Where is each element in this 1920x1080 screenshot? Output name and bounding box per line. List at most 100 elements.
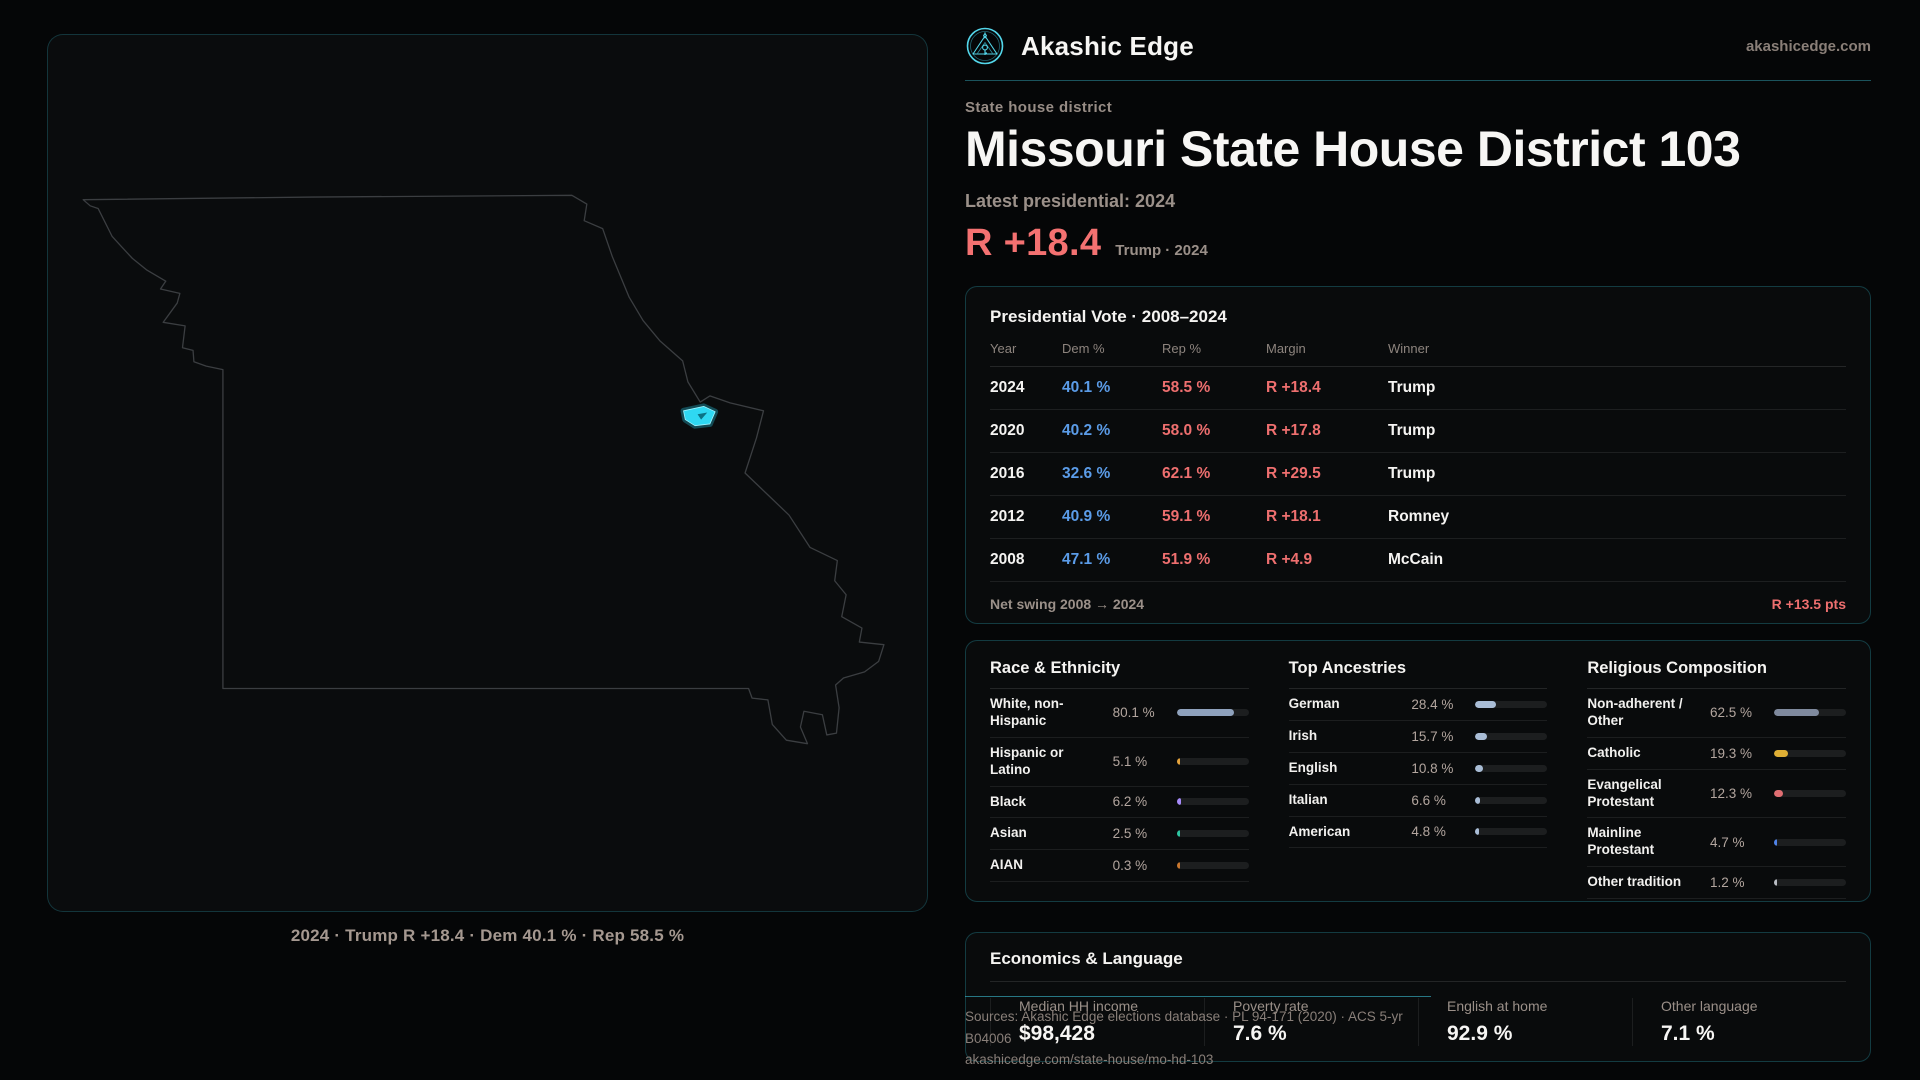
presidential-panel-title: Presidential Vote · 2008–2024 [990,307,1227,326]
ancestry-rows: German 28.4 % Irish 15.7 % [1288,689,1548,849]
bar-track [1773,709,1846,717]
bar-fill [1176,758,1181,766]
top-ancestries-title: Top Ancestries [1288,659,1548,689]
demo-row: White, non-Hispanic 80.1 % [990,689,1249,738]
bar-fill [1475,828,1479,836]
cell-year: 2020 [990,422,1025,439]
source-note: Sources: Akashic Edge elections database… [965,996,1431,1071]
demo-value: 80.1 % [1112,705,1155,721]
demo-value: 15.7 % [1411,728,1454,744]
bar-track [1475,700,1548,708]
demo-label: Other tradition [1587,874,1682,890]
bar-track [1176,830,1249,838]
cell-rep-pct: 51.9 % [1162,551,1211,568]
demo-value: 0.3 % [1112,858,1148,874]
demo-value: 4.8 % [1411,824,1446,840]
stat-label: Median HH income [1019,998,1139,1014]
bar-track [1176,758,1249,766]
top-ancestries-column: Top Ancestries German 28.4 % Iri [1288,659,1548,899]
bar-fill [1773,879,1777,887]
bar-fill [1773,749,1788,757]
race-rows: White, non-Hispanic 80.1 % Hispanic or L… [990,689,1249,883]
cell-dem-pct: 47.1 % [1062,551,1111,568]
demo-value: 19.3 % [1709,745,1753,761]
bar-track [1176,798,1249,806]
cell-rep-pct: 59.1 % [1162,508,1211,525]
cell-rep-pct: 58.0 % [1162,422,1211,439]
brand-header: Akashic Edge akashicedge.com [965,0,1871,81]
demo-row: Other tradition 1.2 % [1587,867,1846,899]
religious-composition-title: Religious Composition [1587,659,1846,689]
demo-value: 1.2 % [1709,875,1745,891]
col-header-margin: Margin [1266,341,1306,356]
net-swing-row: Net swing 2008 → 2024 R +13.5 pts [990,596,1846,612]
religious-composition-column: Religious Composition Non-adherent / Oth… [1587,659,1846,899]
demo-label: American [1288,823,1351,839]
right-column: Akashic Edge akashicedge.com State house… [965,0,1871,1080]
source-permalink[interactable]: akashicedge.com/state-house/mo-hd-103 [965,1052,1214,1068]
demo-row: German 28.4 % [1288,689,1548,721]
stat-value: 7.6 % [1233,1022,1287,1045]
cell-margin: R +29.5 [1266,465,1321,482]
race-ethnicity-column: Race & Ethnicity White, non-Hispanic 80.… [990,659,1249,899]
demo-label: Asian [990,825,1027,841]
cell-rep-pct: 62.1 % [1162,465,1211,482]
bar-fill [1176,798,1182,806]
bar-track [1773,879,1846,887]
district-map-panel [47,34,928,912]
cell-margin: R +18.1 [1266,508,1321,525]
table-row: 2024 40.1 % 58.5 % R +18.4 Trump [990,367,1846,410]
bar-track [1475,732,1548,740]
cell-winner: Trump [1388,465,1436,482]
bar-track [1773,749,1846,757]
demo-row: Non-adherent / Other 62.5 % [1587,689,1846,738]
net-swing-value: R +13.5 pts [1771,596,1846,612]
stat-value: 7.1 % [1661,1022,1715,1045]
brand-domain-link[interactable]: akashicedge.com [1745,37,1871,55]
economics-divider [990,981,1846,982]
cell-dem-pct: 32.6 % [1062,465,1111,482]
bar-track [1176,862,1249,870]
map-caption: 2024 · Trump R +18.4 · Dem 40.1 % · Rep … [290,926,685,945]
table-row: 2012 40.9 % 59.1 % R +18.1 Romney [990,496,1846,539]
bar-fill [1475,764,1484,772]
cell-margin: R +18.4 [1266,379,1321,396]
economics-language-panel: Economics & Language Median HH income $9… [965,932,1871,1062]
economics-panel-title: Economics & Language [990,949,1183,968]
demo-label: Non-adherent / Other [1587,696,1683,728]
missouri-map [48,35,927,911]
col-header-dem: Dem % [1062,341,1105,356]
demo-label: Black [990,793,1027,809]
bar-fill [1176,709,1235,717]
demo-value: 4.7 % [1709,834,1745,850]
cell-rep-pct: 58.5 % [1162,379,1211,396]
headline-margin-value: R +18.4 [965,222,1102,264]
stat-block: Poverty rate 7.6 % [1204,998,1418,1046]
demo-label: AIAN [990,857,1023,873]
demo-row: English 10.8 % [1288,753,1548,785]
stat-block: English at home 92.9 % [1418,998,1632,1046]
page-title: Missouri State House District 103 [965,121,1741,177]
demo-label: Evangelical Protestant [1587,776,1662,809]
demo-row: American 4.8 % [1288,817,1548,849]
demo-value: 2.5 % [1112,826,1148,842]
stat-label: Other language [1661,998,1758,1014]
stat-value: 92.9 % [1447,1022,1513,1045]
cell-margin: R +4.9 [1266,551,1313,568]
demo-row: Evangelical Protestant 12.3 % [1587,770,1846,819]
cell-dem-pct: 40.2 % [1062,422,1111,439]
bar-fill [1773,790,1783,797]
bar-fill [1773,709,1819,717]
demo-value: 28.4 % [1411,696,1454,712]
demo-row: Italian 6.6 % [1288,785,1548,817]
demo-row: AIAN 0.3 % [990,850,1249,883]
col-header-rep: Rep % [1162,341,1202,356]
akashic-edge-logo-icon[interactable] [965,26,1005,66]
bar-fill [1475,700,1496,708]
economics-stats: Median HH income $98,428 Poverty rate 7.… [990,998,1846,1046]
demo-value: 12.3 % [1709,786,1753,801]
presidential-vote-panel: Presidential Vote · 2008–2024 Year Dem %… [965,286,1871,624]
demo-row: Black 6.2 % [990,787,1249,819]
table-row: 2008 47.1 % 51.9 % R +4.9 McCain [990,539,1846,582]
